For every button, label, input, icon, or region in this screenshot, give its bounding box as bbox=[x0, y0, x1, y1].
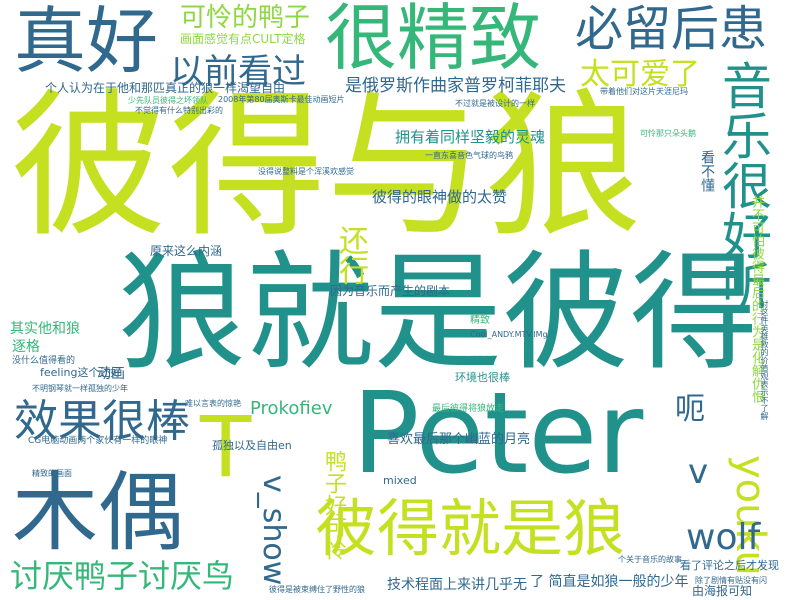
word: 除了剧情有贴没有闪 bbox=[695, 576, 767, 585]
word: 还行 bbox=[333, 225, 368, 285]
word: 了 简直是如狼一般的少年 bbox=[530, 574, 689, 590]
word: Peter bbox=[352, 369, 644, 499]
word: 2008年第80届奥斯卡最佳动画短片 bbox=[218, 95, 345, 104]
word: 环境也很棒 bbox=[455, 371, 510, 384]
word: 可怜的鸭子 bbox=[180, 3, 311, 33]
word: 最后彼得将狼放走 bbox=[432, 404, 505, 414]
word: 必留后患 bbox=[575, 1, 768, 57]
word: feeling这个还好 bbox=[40, 366, 122, 379]
word: 精致 bbox=[470, 315, 490, 326]
word: 逐格 bbox=[12, 339, 40, 355]
word: 是俄罗斯作曲家普罗柯菲耶夫 bbox=[345, 76, 566, 96]
word: 并不可怕彼得最后的行为是化解仇恨 bbox=[749, 195, 764, 403]
word: 拥有着同样坚毅的灵魂 bbox=[395, 128, 546, 146]
word: 难以言表的惊艳 bbox=[185, 399, 241, 408]
word: v bbox=[688, 452, 709, 492]
word: 个关于音乐的故事 bbox=[618, 555, 682, 564]
word: 木偶 bbox=[12, 463, 184, 563]
word: CG电脑动画两个家伙有一样的眼神 bbox=[28, 436, 168, 446]
word: 不明钢琴就一样孤独的少年 bbox=[32, 384, 128, 393]
word: v_show bbox=[256, 475, 291, 586]
word: 因为音乐而产生的剧本 bbox=[330, 284, 451, 298]
word: 技术程面上来讲几乎无 bbox=[387, 577, 527, 593]
word: 喜欢最后那个幽蓝的月亮 bbox=[387, 432, 531, 447]
word: wolf bbox=[686, 517, 761, 558]
word: 孤独以及自由en bbox=[212, 439, 292, 452]
word: 其实他和狼 bbox=[10, 321, 80, 337]
word: 精致的画面 bbox=[32, 469, 72, 478]
word: 彼得就是狼 bbox=[315, 492, 626, 565]
word: 太可爱了 bbox=[580, 57, 700, 92]
word: 看不懂 bbox=[699, 150, 715, 192]
word: 彼得与狼 bbox=[10, 75, 642, 259]
word: 可怜那只朵头鹅 bbox=[640, 129, 696, 138]
word: 一直东喜音色气球的鸟鸦 bbox=[425, 151, 513, 160]
word: Prokofiev bbox=[250, 398, 333, 419]
word: 带着他们对这片天涯尼玛 bbox=[600, 87, 688, 96]
word: 音乐很好听 bbox=[714, 60, 772, 310]
word: 没得说整料是个浑溪欢感觉 bbox=[258, 167, 354, 176]
word: 画面感觉有点CULT定格 bbox=[180, 32, 306, 46]
word: Cool_ANDY.MTV.lMg bbox=[470, 330, 548, 339]
word: 没什么值得看的 bbox=[12, 356, 76, 366]
word: 讨厌鸭子讨厌鸟 bbox=[10, 557, 235, 595]
word: 对这件英雄救的价值观表示不了解 bbox=[760, 300, 769, 420]
word: 以前看过 bbox=[170, 52, 306, 92]
word: 原来这么内涵 bbox=[150, 244, 223, 258]
word: mixed bbox=[383, 474, 417, 487]
word: 很精致 bbox=[325, 0, 542, 80]
word: 不过就是被设计的一样 bbox=[455, 99, 535, 108]
word: 鸭子好可怜 bbox=[321, 450, 346, 560]
word: 由海报可知 bbox=[692, 584, 753, 598]
word: 狼就是彼得 bbox=[118, 239, 759, 388]
word: 效果很棒 bbox=[14, 396, 190, 447]
word: 个人认为在于他和那匹真正的狼一样渴望自由 bbox=[45, 81, 286, 95]
word: 真好 bbox=[14, 0, 159, 83]
word: 动画 bbox=[97, 366, 125, 382]
word: 不觉得有什么特别出彩的 bbox=[135, 106, 223, 115]
word: 彼得的眼神做的太赞 bbox=[372, 188, 508, 206]
word: 彼得是被束缚住了野性的狼 bbox=[269, 585, 365, 594]
word: 呃 bbox=[675, 392, 705, 427]
word: 少先队员彼得之坏领队 bbox=[128, 96, 208, 105]
word: 看了评论之后才发现 bbox=[680, 559, 779, 572]
word: T bbox=[200, 398, 252, 496]
word: youku bbox=[727, 455, 773, 576]
